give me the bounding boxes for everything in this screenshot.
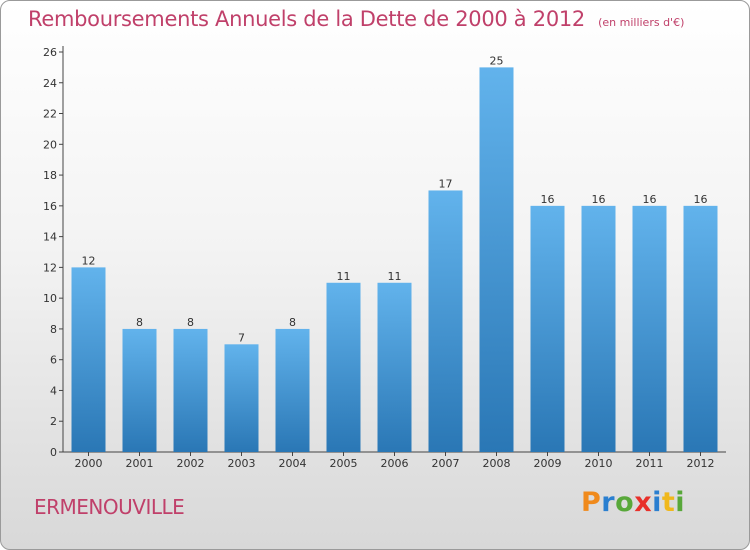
y-tick-label: 12 bbox=[43, 261, 57, 274]
y-tick-label: 26 bbox=[43, 46, 57, 59]
proxiti-logo[interactable]: Proxiti bbox=[581, 487, 685, 518]
labels: 12 2000 8 2001 8 2002 7 2003 8 2004 11 2005 11 2006 17… bbox=[75, 54, 715, 470]
x-tick-label: 2010 bbox=[585, 457, 613, 470]
bar bbox=[122, 328, 157, 452]
data-label: 11 bbox=[337, 270, 351, 283]
bar bbox=[530, 205, 565, 452]
x-tick-label: 2003 bbox=[228, 457, 256, 470]
y-tick-label: 18 bbox=[43, 169, 57, 182]
data-label: 8 bbox=[136, 316, 143, 329]
bar bbox=[224, 344, 259, 452]
logo-letter: o bbox=[615, 487, 635, 518]
town-name: ERMENOUVILLE bbox=[34, 495, 185, 519]
bar bbox=[377, 282, 412, 452]
logo-letter: i bbox=[652, 487, 662, 518]
data-label: 17 bbox=[439, 177, 453, 190]
x-tick-label: 2005 bbox=[330, 457, 358, 470]
bar bbox=[326, 282, 361, 452]
bar bbox=[71, 267, 106, 452]
bar bbox=[683, 205, 718, 452]
x-tick-label: 2006 bbox=[381, 457, 409, 470]
bar bbox=[581, 205, 616, 452]
data-label: 12 bbox=[82, 254, 96, 267]
data-label: 7 bbox=[238, 331, 245, 344]
data-label: 8 bbox=[187, 316, 194, 329]
logo-letter: x bbox=[634, 487, 653, 518]
x-tick-label: 2000 bbox=[75, 457, 103, 470]
x-tick-label: 2012 bbox=[687, 457, 715, 470]
y-tick-label: 22 bbox=[43, 108, 57, 121]
y-tick-label: 16 bbox=[43, 200, 57, 213]
bar bbox=[479, 67, 514, 452]
x-tick-label: 2002 bbox=[177, 457, 205, 470]
x-tick-label: 2008 bbox=[483, 457, 511, 470]
chart-subtitle: (en milliers d'€) bbox=[598, 16, 685, 29]
data-label: 25 bbox=[490, 54, 504, 67]
x-tick-label: 2001 bbox=[126, 457, 154, 470]
y-tick-label: 4 bbox=[50, 384, 57, 397]
data-label: 16 bbox=[592, 193, 606, 206]
y-tick-label: 24 bbox=[43, 77, 57, 90]
bars bbox=[71, 67, 718, 452]
y-tick-label: 14 bbox=[43, 231, 57, 244]
logo-letter: i bbox=[675, 487, 686, 518]
title-row: Remboursements Annuels de la Dette de 20… bbox=[28, 7, 684, 31]
logo-letter: t bbox=[661, 487, 676, 518]
y-tick-label: 0 bbox=[50, 446, 57, 459]
x-tick-label: 2009 bbox=[534, 457, 562, 470]
bar bbox=[428, 190, 463, 452]
data-label: 16 bbox=[541, 193, 555, 206]
data-label: 11 bbox=[388, 270, 402, 283]
y-tick-label: 10 bbox=[43, 292, 57, 305]
x-tick-label: 2011 bbox=[636, 457, 664, 470]
logo-letter: P bbox=[581, 487, 602, 518]
data-label: 16 bbox=[694, 193, 708, 206]
x-tick-label: 2007 bbox=[432, 457, 460, 470]
bar bbox=[173, 328, 208, 452]
y-tick-label: 20 bbox=[43, 138, 57, 151]
y-tick-label: 8 bbox=[50, 323, 57, 336]
y-tick-label: 2 bbox=[50, 415, 57, 428]
chart-title: Remboursements Annuels de la Dette de 20… bbox=[28, 7, 585, 31]
x-tick-label: 2004 bbox=[279, 457, 307, 470]
data-label: 16 bbox=[643, 193, 657, 206]
bar bbox=[632, 205, 667, 452]
bar bbox=[275, 328, 310, 452]
data-label: 8 bbox=[289, 316, 296, 329]
logo-letter: r bbox=[601, 487, 616, 518]
y-tick-label: 6 bbox=[50, 354, 57, 367]
